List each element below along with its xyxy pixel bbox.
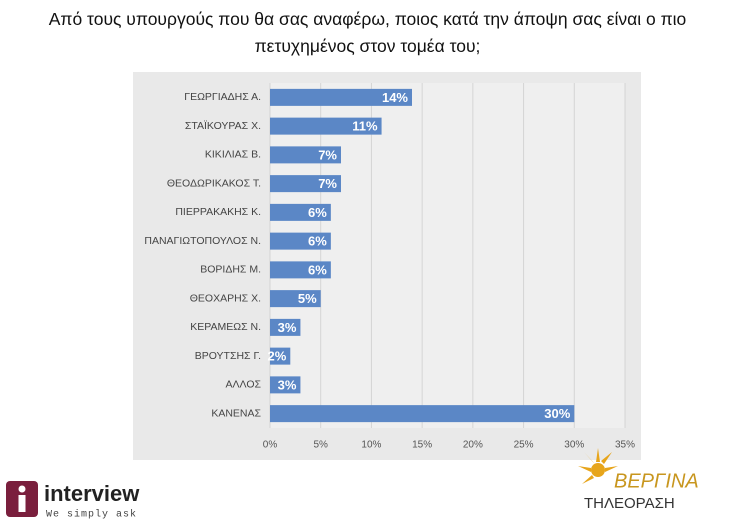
logo-icon-dot (18, 485, 26, 493)
x-tick-label: 35% (615, 440, 635, 451)
y-tick-label: ΑΛΛΟΣ (226, 379, 262, 391)
data-label: 3% (278, 320, 297, 335)
x-tick-label: 5% (313, 440, 328, 451)
bar (270, 290, 321, 308)
data-label: 7% (318, 147, 337, 162)
x-tick-label: 30% (564, 440, 584, 451)
logo-tagline: We simply ask (46, 509, 137, 521)
data-label: 6% (308, 262, 327, 277)
data-label: 7% (318, 176, 337, 191)
data-label: 3% (278, 377, 297, 392)
data-label: 6% (308, 234, 327, 249)
y-tick-label: ΚΙΚΙΛΙΑΣ Β. (205, 149, 261, 161)
x-tick-label: 0% (263, 440, 278, 451)
logo-name: ΒΕΡΓΙΝΑ (614, 470, 699, 492)
bar (270, 175, 341, 193)
y-tick-label: ΠΙΕΡΡΑΚΑΚΗΣ Κ. (175, 206, 261, 218)
bar (270, 146, 341, 164)
logo-tagline: ΤΗΛΕΟΡΑΣΗ (584, 495, 675, 512)
y-tick-label: ΚΑΝΕΝΑΣ (211, 407, 261, 419)
data-label: 5% (298, 291, 317, 306)
chart-title: Από τους υπουργούς που θα σας αναφέρω, π… (48, 9, 687, 56)
y-tick-label: ΠΑΝΑΓΙΩΤΟΠΟΥΛΟΣ Ν. (144, 235, 261, 247)
x-tick-label: 15% (412, 440, 432, 451)
bar (270, 232, 331, 250)
y-tick-label: ΣΤΑΪΚΟΥΡΑΣ Χ. (185, 120, 261, 132)
y-tick-label: ΘΕΟΧΑΡΗΣ Χ. (190, 292, 261, 304)
bar (270, 203, 331, 221)
data-label: 14% (382, 90, 408, 105)
y-tick-label: ΚΕΡΑΜΕΩΣ Ν. (190, 321, 261, 333)
data-label: 2% (267, 349, 286, 364)
bar (270, 405, 575, 423)
bar (270, 347, 291, 365)
x-tick-label: 10% (361, 440, 381, 451)
bar (270, 117, 382, 135)
data-label: 11% (352, 119, 378, 134)
bar (270, 261, 331, 279)
data-label: 6% (308, 205, 327, 220)
y-tick-label: ΒΡΟΥΤΣΗΣ Γ. (195, 350, 261, 362)
y-tick-label: ΓΕΩΡΓΙΑΔΗΣ Α. (184, 91, 261, 103)
data-label: 30% (544, 406, 570, 421)
plot-area (270, 83, 625, 428)
x-tick-label: 20% (463, 440, 483, 451)
logo-icon-bar (18, 495, 26, 512)
bar (270, 376, 301, 394)
y-tick-label: ΘΕΟΔΩΡΙΚΑΚΟΣ Τ. (167, 177, 261, 189)
y-tick-label: ΒΟΡΙΔΗΣ Μ. (200, 264, 261, 276)
logo-name: interview (44, 481, 140, 506)
x-tick-label: 25% (514, 440, 534, 451)
bar (270, 318, 301, 336)
bar (270, 88, 412, 106)
sun-icon (578, 448, 618, 484)
